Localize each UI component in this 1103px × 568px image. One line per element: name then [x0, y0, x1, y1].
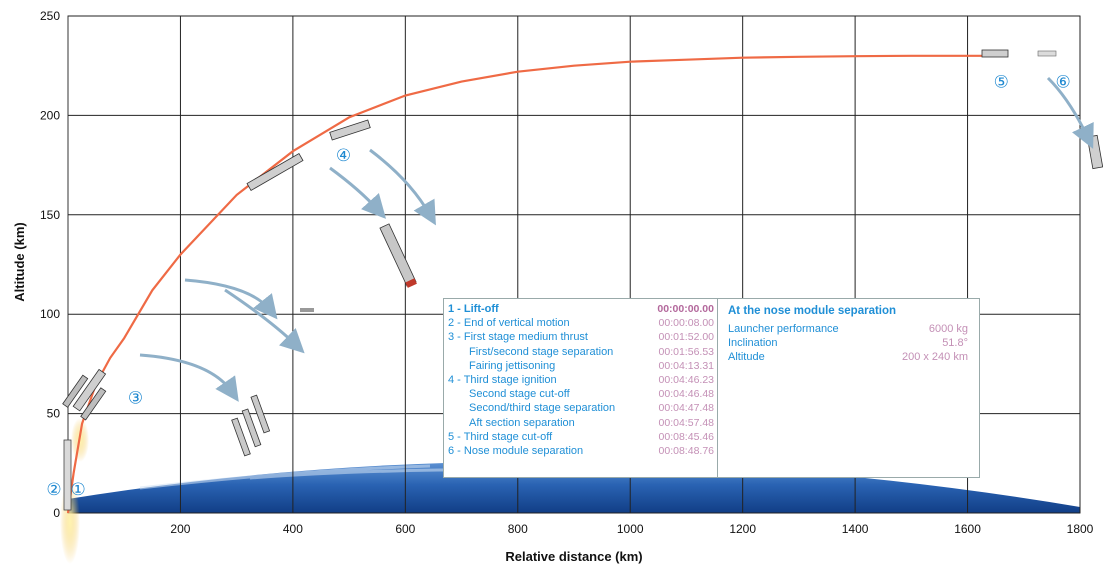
third-stage-icon — [329, 119, 371, 141]
event-time: 00:01:56.53 — [658, 345, 714, 358]
y-tick-label: 0 — [53, 506, 60, 520]
falling-boosters-icon — [231, 394, 271, 457]
debris-arrow-3 — [224, 288, 305, 354]
event-time: 00:04:46.23 — [658, 373, 714, 386]
event-legend-panel: 1 - Lift-off 00:00:00.00 2 - End of vertic… — [443, 298, 980, 478]
stage-marker-6: ⑥ — [1056, 73, 1071, 93]
stage-marker-3: ③ — [128, 389, 143, 409]
separation-label: Launcher performance — [728, 323, 839, 335]
event-row: 5 - Third stage cut-off 00:08:45.46 — [444, 430, 714, 444]
event-label: 2 - End of vertical motion — [448, 317, 570, 330]
event-time: 00:08:48.76 — [658, 444, 714, 457]
stage-marker-4: ④ — [336, 146, 351, 166]
separation-info: At the nose module separation Launcher p… — [728, 305, 968, 364]
stage-marker-1: ① — [70, 480, 85, 500]
event-time: 00:04:47.48 — [658, 402, 714, 415]
event-label: 6 - Nose module separation — [448, 444, 584, 457]
y-tick-label: 100 — [40, 307, 60, 321]
separated-module-icon — [1086, 134, 1103, 170]
event-row: Aft section separation 00:04:57.48 — [444, 416, 714, 430]
y-tick-label: 250 — [40, 9, 60, 23]
event-time: 00:01:52.00 — [658, 331, 714, 344]
event-label: First/second stage separation — [469, 345, 614, 358]
event-label: 1 - Lift-off — [448, 303, 499, 315]
debris-arrow-2 — [184, 278, 278, 320]
debris-arrow-1 — [139, 353, 239, 402]
event-row: First/second stage separation 00:01:56.53 — [444, 345, 714, 359]
second-stage-icon — [246, 152, 304, 192]
x-tick-label: 1000 — [617, 522, 644, 536]
x-tick-label: 1600 — [954, 522, 981, 536]
event-row: Fairing jettisoning 00:04:13.31 — [444, 359, 714, 373]
stage-marker-2: ② — [46, 480, 61, 500]
y-tick-label: 200 — [40, 108, 60, 122]
separation-value: 51.8° — [942, 337, 968, 349]
y-axis-title: Altitude (km) — [12, 222, 27, 301]
debris-arrow-4 — [329, 166, 387, 219]
x-axis-title: Relative distance (km) — [505, 549, 642, 564]
event-time: 00:04:57.48 — [658, 416, 714, 429]
event-row: Second stage cut-off 00:04:46.48 — [444, 387, 714, 401]
x-axis-ticks: 200 400 600 800 1000 1200 1400 1600 1800 — [170, 522, 1093, 536]
y-tick-label: 50 — [47, 407, 61, 421]
stage-markers: ①② ③ ④ ⑤ ⑥ — [46, 73, 1070, 501]
event-label: 5 - Third stage cut-off — [448, 430, 553, 443]
event-label: Second/third stage separation — [469, 402, 616, 415]
event-row: 6 - Nose module separation 00:08:48.76 — [444, 444, 714, 458]
event-label: 3 - First stage medium thrust — [448, 331, 588, 344]
booster-rocket-icon — [62, 368, 107, 421]
event-time: 00:00:08.00 — [658, 317, 714, 330]
event-time: 00:00:00.00 — [657, 303, 714, 315]
spent-stage-icon — [379, 223, 417, 288]
stage-marker-5: ⑤ — [994, 73, 1009, 93]
event-label: 4 - Third stage ignition — [448, 373, 557, 386]
event-row: 1 - Lift-off 00:00:00.00 — [444, 302, 714, 316]
x-tick-label: 1800 — [1067, 522, 1094, 536]
debris-arrow-6 — [1046, 76, 1094, 149]
separation-label: Altitude — [728, 351, 765, 363]
legend-divider — [717, 299, 718, 477]
debris-arrow-5 — [369, 148, 436, 226]
rocket-liftoff-icon — [63, 439, 72, 511]
separation-value: 200 x 240 km — [901, 351, 968, 363]
event-row: 2 - End of vertical motion 00:00:08.00 — [444, 316, 714, 330]
rocket-stage-images — [62, 49, 1103, 511]
separation-row: Altitude 200 x 240 km — [728, 350, 968, 364]
event-list: 1 - Lift-off 00:00:00.00 2 - End of vertic… — [444, 302, 714, 458]
x-tick-label: 200 — [170, 522, 190, 536]
fairing-icon — [300, 308, 314, 312]
event-label: Fairing jettisoning — [469, 359, 556, 372]
x-tick-label: 1400 — [842, 522, 869, 536]
event-label: Second stage cut-off — [469, 388, 570, 401]
separation-label: Inclination — [728, 337, 778, 349]
y-tick-label: 150 — [40, 208, 60, 222]
trajectory-line — [66, 54, 996, 514]
event-time: 00:04:13.31 — [658, 359, 714, 372]
event-time: 00:08:45.46 — [658, 430, 714, 443]
upper-stage-icon — [981, 49, 1009, 58]
x-tick-label: 400 — [283, 522, 303, 536]
x-tick-label: 600 — [395, 522, 415, 536]
separation-row: Inclination 51.8° — [728, 336, 968, 350]
debris-arrows — [139, 76, 1094, 402]
y-axis-ticks: 0 50 100 150 200 250 — [40, 9, 60, 520]
separation-rows: Launcher performance 6000 kg Inclination 51… — [728, 322, 968, 364]
event-time: 00:04:46.48 — [658, 388, 714, 401]
event-row: Second/third stage separation 00:04:47.48 — [444, 401, 714, 415]
separation-value: 6000 kg — [928, 323, 968, 335]
separation-title: At the nose module separation — [728, 305, 897, 317]
event-label: Aft section separation — [469, 416, 575, 429]
event-row: 4 - Third stage ignition 00:04:46.23 — [444, 373, 714, 387]
nose-module-icon — [1037, 50, 1057, 57]
event-row: 3 - First stage medium thrust 00:01:52.00 — [444, 330, 714, 344]
separation-row: Launcher performance 6000 kg — [728, 322, 968, 336]
x-tick-label: 800 — [508, 522, 528, 536]
x-tick-label: 1200 — [729, 522, 756, 536]
